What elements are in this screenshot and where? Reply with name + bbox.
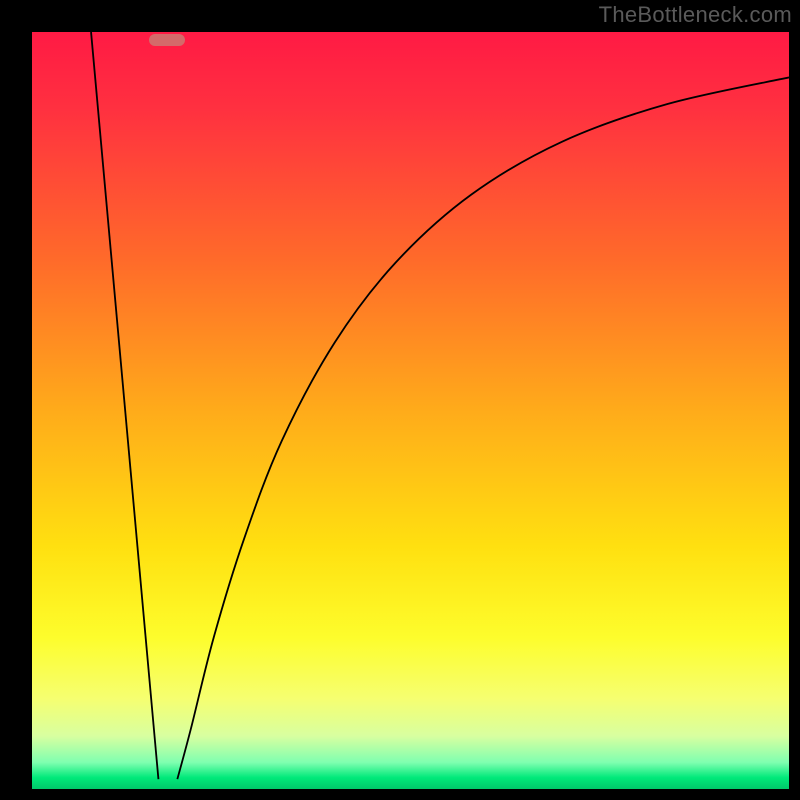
- minimum-marker: [149, 34, 185, 46]
- right-curve: [177, 77, 789, 779]
- watermark-text: TheBottleneck.com: [599, 2, 792, 28]
- curves-svg: [32, 32, 789, 789]
- plot-area: [32, 32, 789, 789]
- left-line: [91, 32, 158, 779]
